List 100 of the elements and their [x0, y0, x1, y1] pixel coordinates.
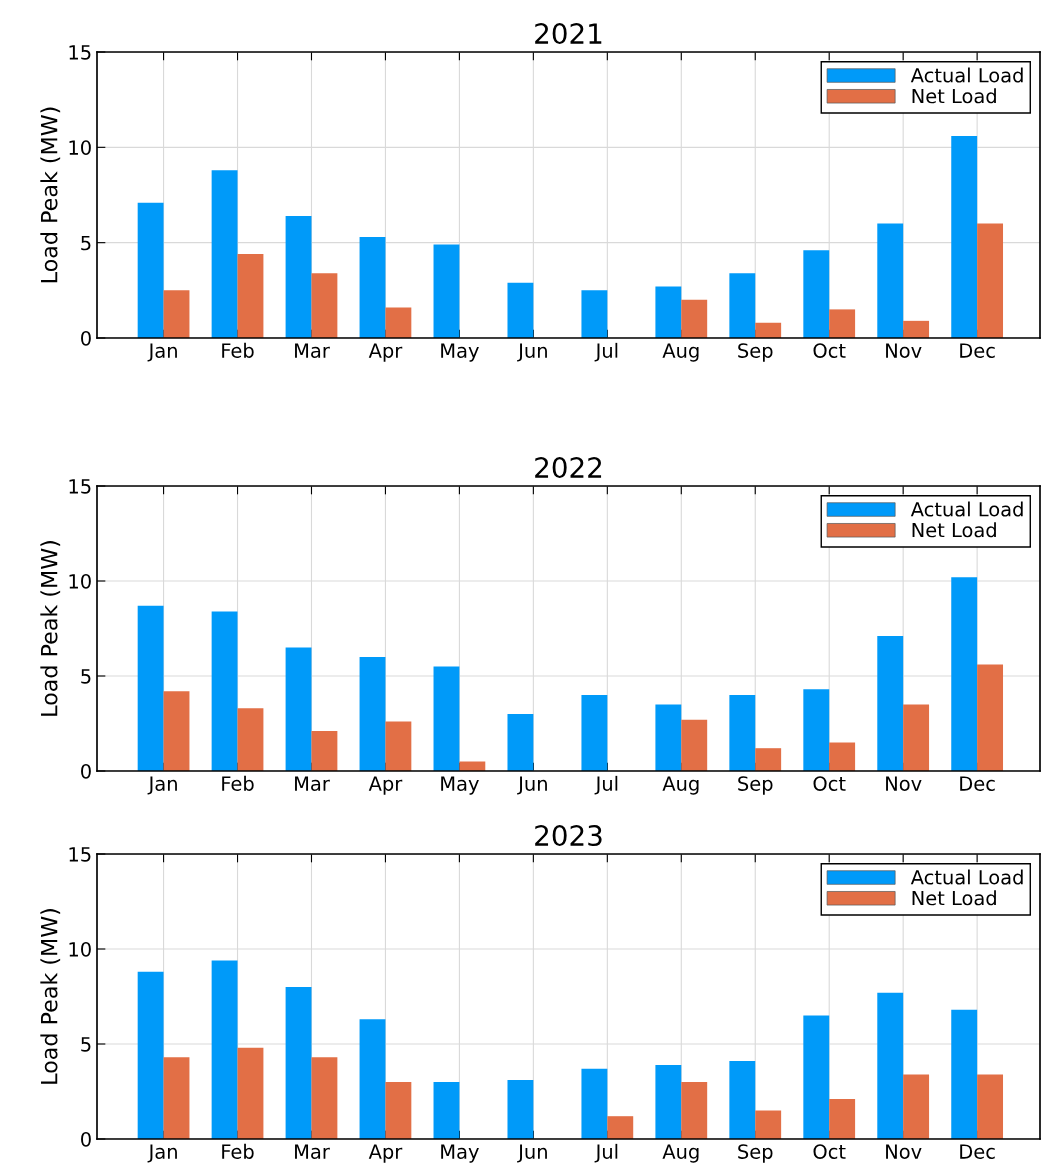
- bar: [729, 1061, 756, 1139]
- bar: [681, 299, 708, 338]
- x-tick-label: Mar: [295, 1144, 330, 1159]
- x-tick-label: Feb: [222, 342, 254, 358]
- bar: [385, 307, 412, 338]
- y-tick-label: 0: [81, 1131, 91, 1147]
- bar: [755, 748, 782, 771]
- chart-title: 2022: [535, 457, 602, 479]
- bar: [655, 1064, 682, 1139]
- x-tick-label: Dec: [960, 1144, 995, 1159]
- y-tick-label: 15: [69, 479, 91, 494]
- bar: [137, 202, 164, 338]
- x-tick-label: Jan: [147, 1144, 177, 1163]
- x-tick-label: Jul: [594, 342, 618, 362]
- x-tick-label: Dec: [960, 343, 995, 358]
- bar: [903, 704, 930, 771]
- x-tick-label: May: [441, 343, 479, 362]
- bar: [385, 1082, 412, 1139]
- x-tick-label: Jun: [517, 1144, 547, 1163]
- y-axis-title: Load Peak (MW): [40, 541, 61, 716]
- bar: [507, 282, 534, 338]
- bar: [729, 695, 756, 771]
- x-tick-label: Mar: [295, 776, 330, 791]
- bar: [977, 664, 1004, 771]
- y-tick-label: 0: [81, 763, 91, 779]
- x-tick-label: Jul: [594, 1143, 618, 1163]
- bar: [137, 971, 164, 1139]
- x-tick-label: Aug: [662, 776, 699, 795]
- x-tick-label: Mar: [295, 343, 330, 358]
- bar: [433, 244, 460, 338]
- legend-label: Actual Load: [910, 501, 1023, 517]
- bar: [951, 577, 978, 771]
- x-tick-label: Oct: [813, 343, 846, 358]
- x-tick-label: Dec: [960, 776, 995, 791]
- bar: [829, 742, 856, 771]
- bar: [285, 987, 312, 1139]
- x-tick-label: Nov: [886, 343, 922, 358]
- bar: [163, 1057, 190, 1139]
- y-tick-label: 15: [69, 847, 91, 862]
- x-tick-label: Oct: [813, 776, 846, 791]
- bar: [211, 611, 238, 771]
- bar: [729, 273, 756, 338]
- y-tick-label: 10: [69, 941, 91, 957]
- y-tick-label: 10: [69, 573, 91, 589]
- bar: [507, 1080, 534, 1139]
- bar: [607, 1116, 634, 1139]
- bar: [755, 1110, 782, 1139]
- bar: [507, 714, 534, 771]
- bar: [681, 1082, 708, 1139]
- bar: [951, 135, 978, 338]
- bar: [163, 290, 190, 338]
- bar: [903, 320, 930, 338]
- x-tick-label: Nov: [886, 776, 922, 791]
- x-tick-label: Jun: [517, 776, 547, 795]
- legend-label: Actual Load: [910, 869, 1023, 885]
- y-axis-title: Load Peak (MW): [40, 909, 61, 1084]
- bar: [311, 731, 338, 771]
- bar: [385, 721, 412, 771]
- bar: [581, 1068, 608, 1139]
- legend-label: Net Load: [912, 522, 996, 538]
- bar: [137, 605, 164, 771]
- x-tick-label: Jul: [594, 775, 618, 795]
- bar: [237, 1047, 264, 1139]
- x-tick-label: Oct: [813, 1144, 846, 1159]
- bar: [311, 273, 338, 338]
- x-tick-label: May: [441, 776, 479, 795]
- x-tick-label: Feb: [222, 775, 254, 791]
- bar: [655, 286, 682, 338]
- bar: [903, 1074, 930, 1139]
- chart-title: 2023: [535, 825, 602, 847]
- bar: [285, 215, 312, 338]
- x-tick-label: Apr: [368, 1144, 403, 1163]
- bar: [237, 708, 264, 771]
- bar: [581, 290, 608, 338]
- bar: [655, 704, 682, 771]
- bar: [581, 695, 608, 771]
- y-axis-title: Load Peak (MW): [40, 107, 61, 283]
- x-tick-label: Apr: [368, 343, 403, 362]
- bar: [803, 250, 830, 338]
- bar: [359, 1019, 386, 1139]
- bar: [877, 636, 904, 771]
- legend-label: Actual Load: [910, 67, 1023, 83]
- x-tick-label: May: [441, 1144, 479, 1163]
- bar: [433, 666, 460, 771]
- bar: [755, 322, 782, 338]
- bar: [829, 309, 856, 338]
- bar: [163, 691, 190, 771]
- x-tick-label: Aug: [662, 1144, 699, 1163]
- x-tick-label: Sep: [738, 343, 773, 362]
- bar: [359, 657, 386, 771]
- x-tick-label: Aug: [662, 343, 699, 362]
- bar: [359, 236, 386, 338]
- y-tick-label: 5: [81, 235, 91, 251]
- bar: [681, 719, 708, 771]
- bar: [311, 1057, 338, 1139]
- bar: [211, 960, 238, 1139]
- y-tick-label: 15: [69, 45, 91, 60]
- bar: [433, 1082, 460, 1139]
- bar: [977, 223, 1004, 338]
- bar: [803, 689, 830, 771]
